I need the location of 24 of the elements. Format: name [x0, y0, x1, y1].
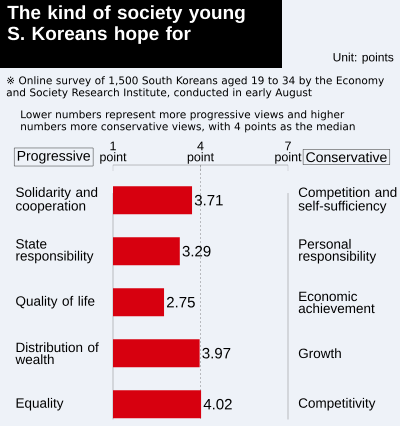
y2-tick-label: Economic achievement: [298, 291, 375, 314]
y-tick-label: Quality of life: [16, 296, 94, 308]
text: Unit: points: [334, 52, 394, 64]
text: Conservative: [306, 152, 387, 162]
data-label: 4.02: [204, 398, 232, 410]
text: Progressive: [18, 150, 90, 164]
y2-tick-label: Competition and self-sufficiency: [298, 187, 396, 214]
y-tick-label: Distribution of wealth: [15, 342, 99, 364]
y-tick-label: Solidarity and cooperation: [16, 187, 98, 214]
x-tick-label: 4 point: [188, 142, 214, 164]
data-label: 3.71: [194, 194, 223, 206]
data-label: 2.75: [166, 296, 195, 308]
y-tick-label: Equality: [16, 398, 64, 410]
text: ※ Online survey of 1,500 South Koreans aged 19 to 34 by the Economy and Society Research Institute, conducted in early August: [6, 76, 384, 98]
chart-title: The kind of society young S. Koreans hope for: [7, 5, 244, 44]
y2-tick-label: Growth: [298, 348, 341, 358]
text: Lower numbers represent more progressive views and higher numbers more conservative views, with 4 points as the median: [21, 110, 355, 132]
data-label: 3.97: [202, 348, 230, 359]
y2-tick-label: Personal responsibility: [299, 238, 376, 264]
y2-tick-label: Competitivity: [298, 398, 376, 410]
x-tick-label: 1 point: [100, 142, 126, 164]
y-tick-label: State responsibility: [16, 239, 94, 264]
x-tick-label: 7 point: [275, 142, 302, 164]
data-label: 3.29: [182, 246, 210, 257]
